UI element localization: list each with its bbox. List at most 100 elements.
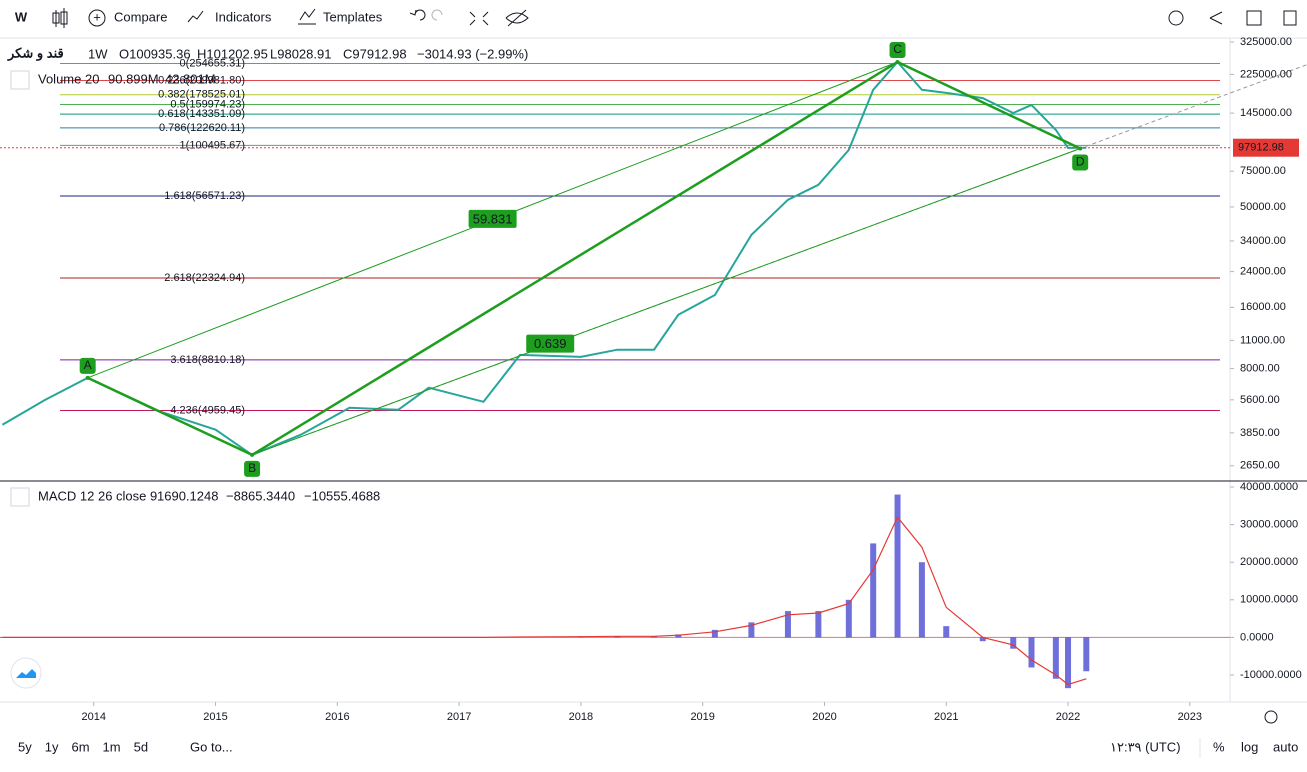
y-tick-label: 5600.00 bbox=[1240, 394, 1280, 406]
pattern-point bbox=[895, 59, 900, 64]
pattern-tag bbox=[244, 460, 261, 477]
x-tick-label: 2019 bbox=[690, 711, 714, 723]
fib-label: 3.618(8810.18) bbox=[170, 354, 245, 366]
range-button[interactable]: 6m bbox=[71, 739, 89, 754]
y-tick-label: 11000.00 bbox=[1240, 334, 1285, 346]
collapse-button[interactable] bbox=[10, 70, 30, 90]
y-tick-label: 8000.00 bbox=[1240, 362, 1280, 374]
fib-label: 1.618(56571.23) bbox=[164, 190, 245, 202]
axis-settings[interactable] bbox=[1264, 710, 1278, 724]
fib-label: 4.236(4959.45) bbox=[170, 404, 245, 416]
indicators-icon[interactable] bbox=[187, 10, 204, 23]
y-tick-label: 145000.00 bbox=[1240, 107, 1292, 119]
templates-icon[interactable] bbox=[298, 8, 316, 25]
x-tick-label: 2023 bbox=[1178, 711, 1202, 723]
legend-interval: 1W bbox=[88, 46, 108, 61]
compare-icon[interactable] bbox=[88, 9, 106, 27]
macd-bar bbox=[1083, 637, 1090, 672]
interval-button[interactable]: W bbox=[15, 9, 28, 24]
settings-icon[interactable] bbox=[1168, 10, 1184, 26]
macd-bar bbox=[918, 562, 925, 638]
undo-icon[interactable] bbox=[409, 9, 426, 21]
compare-plus: + bbox=[93, 9, 101, 24]
legend-low: L98028.91 bbox=[270, 46, 331, 61]
hide-icon[interactable] bbox=[505, 9, 529, 27]
macd-pane bbox=[0, 494, 1230, 689]
macd-bar bbox=[1028, 637, 1035, 668]
x-tick-label: 2016 bbox=[325, 711, 349, 723]
pattern-leg bbox=[87, 376, 253, 456]
last-price-box bbox=[1233, 138, 1299, 157]
toolbar bbox=[0, 0, 1307, 38]
goto-button[interactable]: Go to... bbox=[190, 739, 233, 754]
price-pane: 0(254655.31) 0.236(209981.80) 0.382(178525… bbox=[0, 41, 1307, 477]
y-tick-label: 30000.0000 bbox=[1240, 519, 1298, 531]
axes: 325000.00 225000.00 145000.00 75000.00 50000… bbox=[82, 36, 1302, 723]
macd-bar bbox=[1010, 637, 1017, 649]
indicators-button[interactable]: Indicators bbox=[215, 9, 272, 24]
x-tick-label: 2021 bbox=[934, 711, 958, 723]
fullscreen-icon[interactable] bbox=[469, 11, 489, 26]
macd-bar bbox=[1052, 637, 1059, 679]
range-button[interactable]: 1y bbox=[45, 739, 59, 754]
pattern-label: C bbox=[893, 42, 902, 56]
volume-value: 90.899M bbox=[108, 71, 159, 86]
y-tick-label: 10000.0000 bbox=[1240, 594, 1298, 606]
pattern-tag bbox=[889, 41, 906, 58]
fib-label: 0(254655.31) bbox=[180, 57, 245, 69]
range-button[interactable]: 1m bbox=[103, 739, 121, 754]
y-tick-label: 225000.00 bbox=[1240, 68, 1292, 80]
volume-title: Volume 20 bbox=[38, 71, 99, 86]
scale-option[interactable]: auto bbox=[1273, 739, 1298, 754]
scale-option[interactable]: % bbox=[1213, 739, 1225, 754]
y-tick-label: 0.0000 bbox=[1240, 631, 1274, 643]
signal-line bbox=[2, 515, 1087, 686]
y-tick-label: 50000.00 bbox=[1240, 201, 1286, 213]
macd-bar bbox=[675, 634, 682, 638]
y-tick-label: 40000.0000 bbox=[1240, 481, 1298, 493]
pattern-point bbox=[85, 375, 90, 380]
macd-collapse[interactable] bbox=[10, 487, 30, 507]
range-button[interactable]: 5y bbox=[18, 739, 32, 754]
clock: ۱۲:۳۹ (UTC) bbox=[1110, 739, 1181, 754]
pattern-leg bbox=[896, 60, 1081, 150]
compare-button[interactable]: Compare bbox=[114, 9, 167, 24]
ratio-tag bbox=[468, 209, 517, 228]
y-tick-label: 3850.00 bbox=[1240, 427, 1280, 439]
macd-bar bbox=[870, 543, 877, 638]
x-tick-label: 2014 bbox=[82, 711, 106, 723]
channel-line bbox=[251, 148, 1081, 456]
logo[interactable] bbox=[10, 657, 42, 689]
fib-label: 0.236(209981.80) bbox=[158, 74, 245, 86]
macd-bar bbox=[845, 599, 852, 638]
x-tick-label: 2020 bbox=[812, 711, 836, 723]
trend-line bbox=[251, 64, 1307, 456]
volume-ma: 42.801M bbox=[165, 71, 216, 86]
pattern-point bbox=[250, 452, 255, 457]
scale-option[interactable]: log bbox=[1241, 739, 1258, 754]
range-button[interactable]: 5d bbox=[134, 739, 148, 754]
snapshot-icon[interactable] bbox=[1246, 10, 1262, 26]
y-tick-label: 325000.00 bbox=[1240, 36, 1292, 48]
pattern-leg bbox=[251, 60, 899, 456]
fib-label: 1(100495.67) bbox=[180, 139, 245, 151]
fib-label: 0.382(178525.01) bbox=[158, 89, 245, 101]
templates-button[interactable]: Templates bbox=[323, 9, 383, 24]
symbol-name: قند و شکر bbox=[7, 45, 64, 61]
fib-label: 0.5(159974.23) bbox=[170, 98, 245, 110]
chart-type-icon[interactable] bbox=[52, 8, 68, 28]
legend-close: C97912.98 bbox=[343, 46, 407, 61]
share-icon[interactable] bbox=[1209, 11, 1223, 25]
y-tick-label: -10000.0000 bbox=[1240, 669, 1302, 681]
pattern-label: A bbox=[84, 358, 92, 372]
macd-bar bbox=[711, 629, 718, 638]
fib-label: 2.618(22324.94) bbox=[164, 272, 245, 284]
y-tick-label: 24000.00 bbox=[1240, 266, 1286, 278]
y-tick-label: 2650.00 bbox=[1240, 460, 1280, 472]
fib-label: 0.618(143351.09) bbox=[158, 108, 245, 120]
pattern-label: B bbox=[248, 461, 256, 475]
ratio-tag bbox=[526, 334, 575, 353]
publish-icon[interactable] bbox=[1283, 10, 1297, 26]
redo-icon[interactable] bbox=[431, 9, 443, 21]
